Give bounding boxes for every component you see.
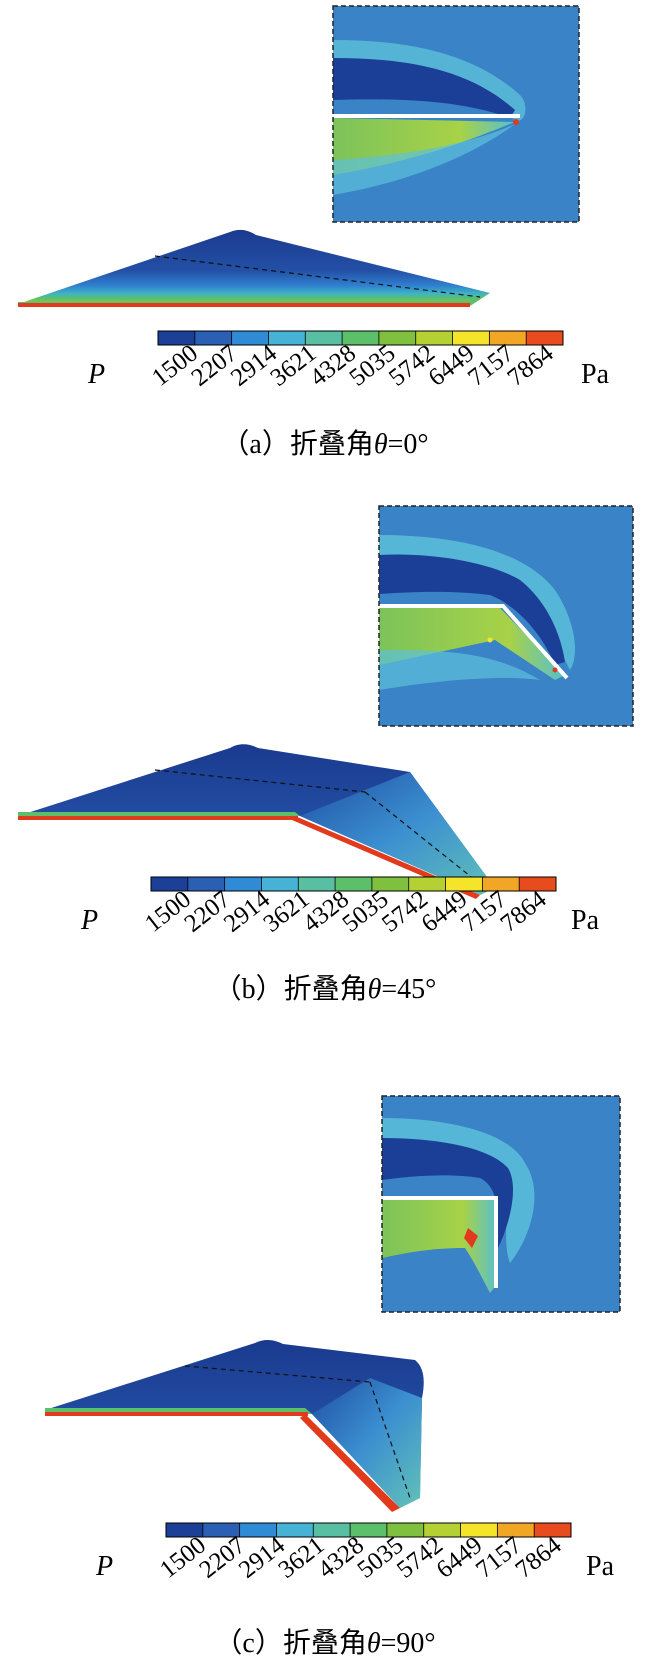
flow-field-inset-a	[332, 5, 580, 223]
caption-suffix: =0°	[387, 429, 429, 460]
unit-label: Pa	[586, 1551, 615, 1582]
colorbar-segment	[261, 877, 299, 891]
colorbar-segment	[386, 1523, 425, 1537]
caption-a: （a）折叠角θ=0°	[0, 422, 650, 462]
colorbar-segment	[202, 1523, 241, 1537]
panel-a-figure: P Pa 15002207291436214328503557426449715…	[18, 5, 610, 392]
colorbar-segment	[276, 1523, 314, 1537]
wing-pressure-contour-b	[18, 744, 495, 899]
colorbar-segment	[497, 1523, 535, 1537]
wing-pressure-contour-c	[45, 1340, 424, 1512]
panel-b-figure: P Pa 15002207291436214328503557426449715…	[18, 505, 634, 938]
colorbar-a: P Pa 15002207291436214328503557426449715…	[87, 330, 610, 392]
colorbar-segment	[187, 877, 226, 891]
caption-prefix: （a）折叠角	[221, 429, 374, 460]
colorbar-segment	[350, 1523, 388, 1537]
colorbar-segment	[224, 877, 262, 891]
colorbar-segment	[519, 877, 557, 891]
flow-field-inset-c	[381, 1095, 621, 1313]
caption-prefix: （b）折叠角	[213, 974, 368, 1005]
wing-pressure-contour-a	[18, 229, 490, 307]
variable-label: P	[95, 1551, 113, 1582]
colorbar-c: P Pa 15002207291436214328503557426449715…	[95, 1522, 615, 1584]
colorbar-segment	[482, 877, 520, 891]
colorbar-segment	[371, 877, 410, 891]
panel-c: P Pa 1500 2207 2914 3621 4328 5035 5742 6449 715…	[0, 1088, 650, 1659]
caption-suffix: =45°	[381, 974, 437, 1005]
variable-label: P	[87, 359, 105, 390]
colorbar-segments	[166, 1523, 572, 1537]
caption-suffix: =90°	[380, 1628, 436, 1659]
flow-field-inset-b	[378, 505, 634, 727]
colorbar-segment	[408, 877, 447, 891]
colorbar-segment	[158, 331, 196, 345]
colorbar-segment	[378, 331, 417, 345]
colorbar-segment	[335, 877, 373, 891]
colorbar-segment	[298, 877, 336, 891]
colorbar-segments	[158, 331, 564, 345]
caption-theta: θ	[366, 1628, 381, 1659]
colorbar-segment	[489, 331, 527, 345]
colorbar-segment	[231, 331, 269, 345]
colorbar-segment	[415, 331, 454, 345]
colorbar-tick-label: 7864	[503, 339, 559, 391]
caption-theta: θ	[373, 429, 388, 460]
colorbar-segment	[268, 331, 306, 345]
colorbar-segment	[534, 1523, 572, 1537]
caption-theta: θ	[367, 974, 382, 1005]
colorbar-segment	[166, 1523, 204, 1537]
colorbar-b: P Pa 15002207291436214328503557426449715…	[80, 876, 600, 938]
caption-prefix: （c）折叠角	[214, 1628, 367, 1659]
unit-label: Pa	[581, 359, 610, 390]
variable-label: P	[80, 905, 98, 936]
panel-b: P Pa 1500 2207 2914 3621 4328 5035 5742 6449 715…	[0, 490, 650, 1070]
colorbar-segment	[460, 1523, 498, 1537]
colorbar-tick-label: 7864	[511, 1531, 567, 1583]
colorbar-segment	[423, 1523, 462, 1537]
colorbar-segment	[151, 877, 189, 891]
colorbar-segment	[239, 1523, 277, 1537]
panel-a: P Pa 1500 2207 2914 3621 4328 5035 5742 6449 715…	[0, 0, 650, 460]
colorbar-segment	[445, 877, 483, 891]
panel-c-figure: P Pa 15002207291436214328503557426449715…	[45, 1095, 621, 1584]
colorbar-segment	[305, 331, 343, 345]
colorbar-segment	[526, 331, 564, 345]
unit-label: Pa	[571, 905, 600, 936]
colorbar-segments	[151, 877, 557, 891]
colorbar-segment	[342, 331, 380, 345]
colorbar-tick-label: 7864	[496, 885, 552, 937]
colorbar-segment	[313, 1523, 351, 1537]
caption-c: （c）折叠角θ=90°	[0, 1621, 650, 1661]
caption-b: （b）折叠角θ=45°	[0, 967, 650, 1007]
colorbar-segment	[452, 331, 490, 345]
colorbar-segment	[194, 331, 233, 345]
